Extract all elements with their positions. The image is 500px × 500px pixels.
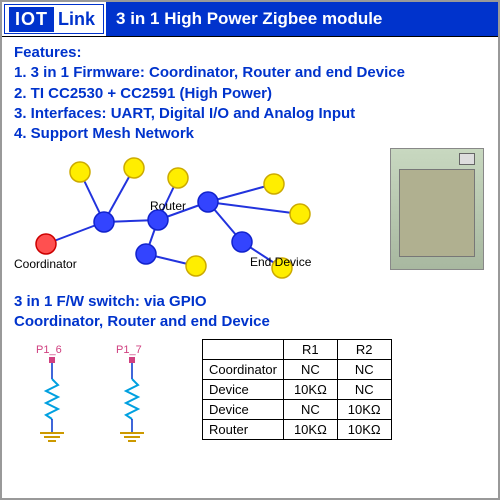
table-row: Router10KΩ10KΩ bbox=[203, 420, 392, 440]
table-cell: NC bbox=[283, 400, 337, 420]
switch-line1: 3 in 1 F/W switch: via GPIO bbox=[14, 292, 486, 312]
table-header: R2 bbox=[337, 340, 391, 360]
svg-text:P1_6: P1_6 bbox=[36, 344, 62, 356]
table-cell: 10KΩ bbox=[337, 420, 391, 440]
end-node bbox=[186, 256, 206, 276]
end-node bbox=[264, 174, 284, 194]
page-title: 3 in 1 High Power Zigbee module bbox=[106, 2, 498, 36]
table-cell: 10KΩ bbox=[283, 380, 337, 400]
svg-text:P1_7: P1_7 bbox=[116, 344, 142, 356]
router-node bbox=[232, 232, 252, 252]
features-block: Features: 1. 3 in 1 Firmware: Coordinato… bbox=[2, 37, 498, 148]
table-header bbox=[203, 340, 284, 360]
end-node bbox=[168, 168, 188, 188]
router-node bbox=[94, 212, 114, 232]
table-cell: Device bbox=[203, 380, 284, 400]
feature-item: 2. TI CC2530 + CC2591 (High Power) bbox=[14, 84, 486, 104]
table-cell: NC bbox=[337, 360, 391, 380]
mid-row: Coordinator Router End Device bbox=[2, 148, 498, 288]
module-photo bbox=[390, 148, 484, 270]
end-node bbox=[124, 158, 144, 178]
feature-item: 4. Support Mesh Network bbox=[14, 124, 486, 144]
table-row: DeviceNC10KΩ bbox=[203, 400, 392, 420]
logo-link: Link bbox=[54, 7, 99, 32]
router-node bbox=[198, 192, 218, 212]
mesh-label: Coordinator bbox=[14, 257, 77, 271]
mesh-diagram: Coordinator Router End Device bbox=[10, 148, 390, 288]
router-node bbox=[148, 210, 168, 230]
table-cell: 10KΩ bbox=[283, 420, 337, 440]
switch-line2: Coordinator, Router and end Device bbox=[14, 312, 486, 332]
antenna-connector-icon bbox=[459, 153, 475, 165]
gpio-schematic: P1_6 P1_7 bbox=[12, 339, 182, 459]
table-row: CoordinatorNCNC bbox=[203, 360, 392, 380]
table-cell: NC bbox=[283, 360, 337, 380]
table-cell: Coordinator bbox=[203, 360, 284, 380]
router-node bbox=[136, 244, 156, 264]
coordinator-node bbox=[36, 234, 56, 254]
feature-item: 1. 3 in 1 Firmware: Coordinator, Router … bbox=[14, 63, 486, 83]
config-table: R1R2CoordinatorNCNCDevice10KΩNCDeviceNC1… bbox=[202, 339, 392, 440]
table-cell: NC bbox=[337, 380, 391, 400]
table-row: Device10KΩNC bbox=[203, 380, 392, 400]
end-node bbox=[70, 162, 90, 182]
table-cell: 10KΩ bbox=[337, 400, 391, 420]
mesh-label: End Device bbox=[250, 255, 312, 269]
switch-text: 3 in 1 F/W switch: via GPIO Coordinator,… bbox=[2, 288, 498, 335]
bottom-row: P1_6P1_7 R1R2CoordinatorNCNCDevice10KΩNC… bbox=[2, 335, 498, 459]
table-header: R1 bbox=[283, 340, 337, 360]
header: IOT Link 3 in 1 High Power Zigbee module bbox=[2, 2, 498, 37]
feature-item: 3. Interfaces: UART, Digital I/O and Ana… bbox=[14, 104, 486, 124]
end-node bbox=[290, 204, 310, 224]
logo: IOT Link bbox=[4, 4, 104, 34]
logo-iot: IOT bbox=[9, 7, 54, 32]
mesh-label: Router bbox=[150, 199, 186, 213]
features-heading: Features: bbox=[14, 43, 486, 63]
table-cell: Router bbox=[203, 420, 284, 440]
table-cell: Device bbox=[203, 400, 284, 420]
